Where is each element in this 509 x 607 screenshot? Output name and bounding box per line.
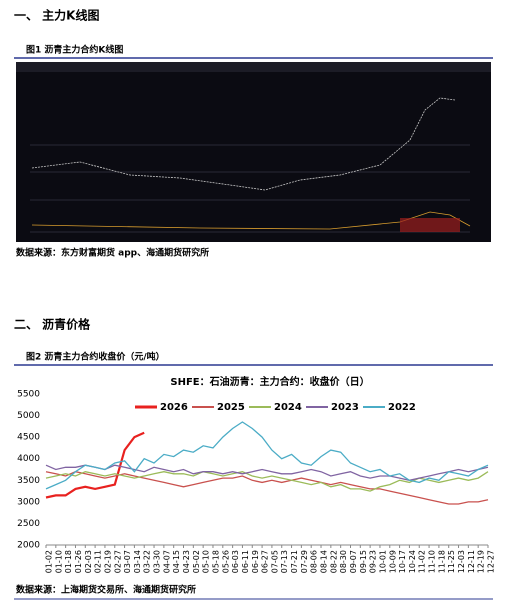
- y-tick-label: 2000: [17, 541, 40, 551]
- x-tick-label: 10-01: [378, 550, 387, 573]
- x-tick-label: 10-09: [388, 550, 397, 573]
- x-tick-label: 10-24: [408, 550, 417, 573]
- chart-title: SHFE：石油沥青：主力合约：收盘价（日）: [170, 375, 369, 388]
- section-heading: 一、 主力K线图: [14, 8, 99, 23]
- x-tick-label: 11-18: [437, 550, 446, 573]
- x-tick-label: 09-15: [359, 550, 368, 573]
- x-tick-label: 01-02: [45, 550, 54, 573]
- x-tick-label: 10-17: [398, 550, 407, 573]
- x-tick-label: 07-21: [290, 550, 299, 573]
- x-tick-label: 06-19: [251, 550, 260, 573]
- x-tick-label: 02-27: [113, 550, 122, 573]
- x-tick-label: 04-15: [172, 550, 181, 573]
- x-tick-label: 08-06: [310, 550, 319, 573]
- x-tick-label: 05-18: [211, 550, 220, 573]
- x-tick-label: 08-14: [320, 550, 329, 573]
- figure-source: 数据来源：上海期货交易所、海通期货研究所: [16, 584, 196, 596]
- y-tick-label: 5000: [17, 411, 40, 421]
- series-line: [45, 471, 489, 492]
- x-tick-label: 12-19: [477, 550, 486, 573]
- x-tick-label: 06-27: [261, 550, 270, 573]
- x-tick-label: 05-10: [202, 550, 211, 573]
- figure-caption: 图1 沥青主力合约K线图: [26, 44, 123, 56]
- legend-label: 2026: [160, 402, 188, 413]
- x-tick-label: 09-07: [349, 550, 358, 573]
- x-tick-label: 03-07: [123, 550, 132, 573]
- legend-label: 2025: [217, 402, 245, 413]
- x-tick-label: 03-22: [143, 550, 152, 573]
- legend-label: 2023: [331, 402, 359, 413]
- x-tick-label: 03-30: [153, 550, 162, 573]
- y-tick-label: 2500: [17, 519, 40, 529]
- y-tick-label: 4500: [17, 433, 40, 443]
- x-tick-label: 08-22: [329, 550, 338, 573]
- x-tick-label: 01-26: [74, 550, 83, 573]
- x-tick-label: 01-18: [64, 550, 73, 573]
- figure-source: 数据来源：东方财富期货 app、海通期货研究所: [16, 247, 209, 259]
- series-line: [45, 464, 489, 481]
- x-tick-label: 04-23: [182, 550, 191, 573]
- x-tick-label: 07-29: [300, 550, 309, 573]
- kline-screenshot: [16, 62, 491, 242]
- x-tick-label: 02-19: [103, 550, 112, 573]
- x-tick-label: 02-11: [94, 550, 103, 573]
- legend-label: 2022: [388, 402, 416, 413]
- section-heading: 二、 沥青价格: [14, 317, 91, 332]
- y-tick-label: 3000: [17, 497, 40, 507]
- y-tick-label: 5500: [17, 390, 40, 400]
- x-tick-label: 03-14: [133, 550, 142, 573]
- x-tick-label: 12-27: [487, 550, 496, 573]
- x-tick-label: 11-25: [447, 550, 456, 573]
- legend-label: 2024: [274, 402, 302, 413]
- x-tick-label: 12-03: [457, 550, 466, 573]
- x-tick-label: 06-11: [241, 550, 250, 573]
- x-tick-label: 08-30: [339, 550, 348, 573]
- x-tick-label: 11-10: [428, 550, 437, 573]
- x-tick-label: 04-07: [162, 550, 171, 573]
- x-tick-label: 07-05: [270, 550, 279, 573]
- x-tick-label: 09-23: [369, 550, 378, 573]
- figure-caption: 图2 沥青主力合约收盘价（元/吨）: [26, 351, 165, 363]
- y-tick-label: 3500: [17, 476, 40, 486]
- x-tick-label: 07-13: [280, 550, 289, 573]
- x-tick-label: 05-02: [192, 550, 201, 573]
- y-tick-label: 4000: [17, 454, 40, 464]
- x-tick-label: 05-26: [221, 550, 230, 573]
- x-tick-label: 02-03: [84, 550, 93, 573]
- x-tick-label: 06-03: [231, 550, 240, 573]
- x-tick-label: 12-11: [467, 550, 476, 573]
- series-line: [45, 431, 145, 499]
- x-tick-label: 01-10: [54, 550, 63, 573]
- x-tick-label: 11-02: [418, 550, 427, 573]
- series-line: [45, 421, 489, 490]
